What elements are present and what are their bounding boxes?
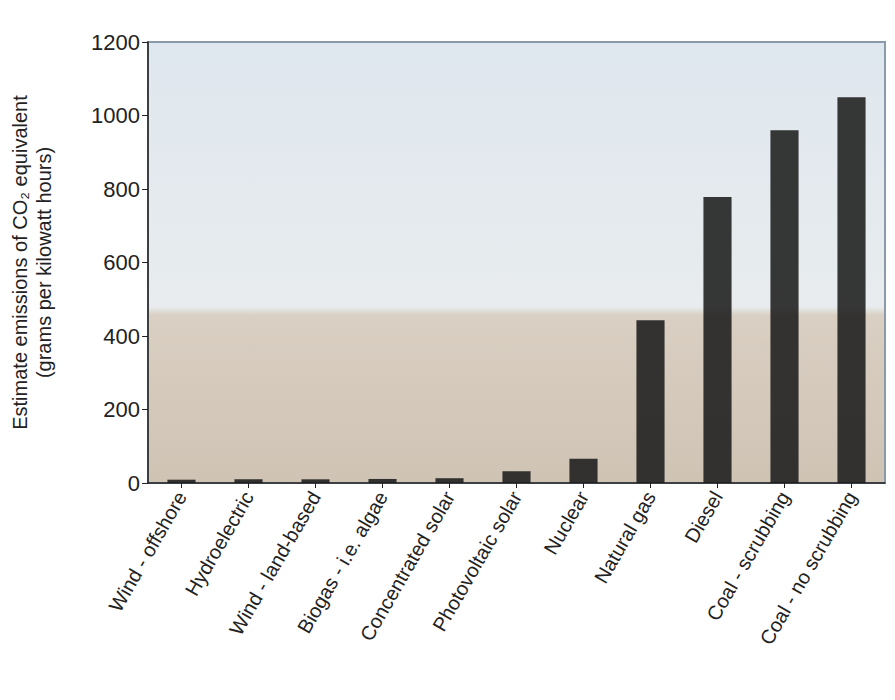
svg-text:Natural gas: Natural gas bbox=[590, 487, 660, 587]
svg-text:1200: 1200 bbox=[91, 30, 140, 55]
svg-text:Concentrated solar: Concentrated solar bbox=[355, 487, 459, 645]
svg-text:(grams per kilowatt hours): (grams per kilowatt hours) bbox=[33, 147, 55, 378]
svg-text:Photovoltaic solar: Photovoltaic solar bbox=[428, 487, 526, 635]
svg-text:Hydroelectric: Hydroelectric bbox=[181, 487, 258, 599]
svg-text:Diesel: Diesel bbox=[680, 487, 727, 546]
svg-text:Coal - no scrubbing: Coal - no scrubbing bbox=[755, 487, 861, 648]
svg-text:800: 800 bbox=[103, 177, 140, 202]
svg-text:600: 600 bbox=[103, 250, 140, 275]
svg-text:1000: 1000 bbox=[91, 103, 140, 128]
svg-text:0: 0 bbox=[128, 471, 140, 496]
svg-text:Biogas - i.e. algae: Biogas - i.e. algae bbox=[293, 487, 392, 637]
svg-text:Nuclear: Nuclear bbox=[540, 487, 594, 558]
svg-text:Coal - scrubbing: Coal - scrubbing bbox=[702, 487, 794, 625]
svg-text:Estimate emissions of CO₂ equi: Estimate emissions of CO₂ equivalent bbox=[9, 95, 31, 430]
svg-text:Wind - offshore: Wind - offshore bbox=[104, 487, 191, 615]
svg-text:Wind - land-based: Wind - land-based bbox=[224, 487, 325, 639]
svg-text:200: 200 bbox=[103, 397, 140, 422]
svg-text:400: 400 bbox=[103, 324, 140, 349]
